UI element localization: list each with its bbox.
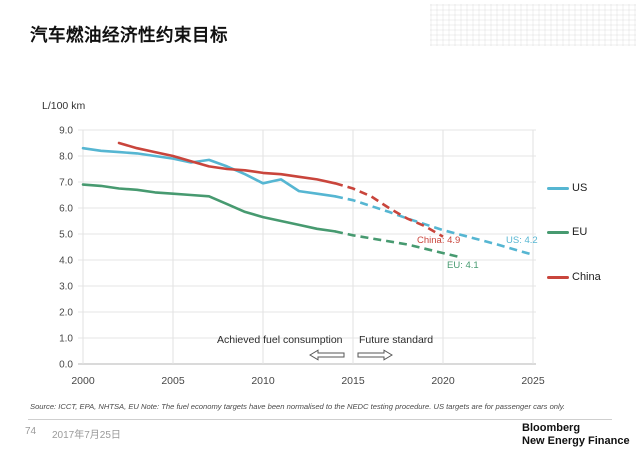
footer-divider: [28, 419, 612, 420]
china-end-value-label: China: 4.9: [417, 235, 461, 246]
svg-text:8.0: 8.0: [59, 152, 73, 163]
svg-text:2015: 2015: [341, 375, 365, 387]
brand-line2: New Energy Finance: [522, 435, 630, 447]
page-title: 汽车燃油经济性约束目标: [30, 25, 228, 45]
arrow-right-icon: [357, 349, 393, 361]
svg-text:4.0: 4.0: [59, 256, 73, 267]
legend-label-us: US: [572, 182, 588, 194]
legend-item-us: US: [547, 182, 587, 194]
svg-text:2025: 2025: [521, 375, 545, 387]
svg-text:5.0: 5.0: [59, 230, 73, 241]
future-annotation-label: Future standard: [359, 334, 434, 346]
eu-end-value-label: EU: 4.1: [447, 260, 479, 271]
svg-text:7.0: 7.0: [59, 178, 73, 189]
svg-text:9.0: 9.0: [59, 126, 73, 137]
china-line-swatch: [547, 275, 569, 279]
svg-text:2010: 2010: [251, 375, 275, 387]
eu-line-swatch: [547, 230, 569, 234]
us-end-value-label: US: 4.2: [506, 235, 538, 246]
y-axis-unit-label: L/100 km: [42, 100, 86, 112]
us-line-swatch: [547, 186, 569, 190]
svg-text:2020: 2020: [431, 375, 455, 387]
svg-text:0.0: 0.0: [59, 360, 73, 371]
brand-line1: Bloomberg: [522, 422, 581, 434]
achieved-annotation-label: Achieved fuel consumption: [217, 334, 343, 346]
arrow-left-icon: [309, 349, 345, 361]
svg-text:1.0: 1.0: [59, 334, 73, 345]
svg-text:2005: 2005: [161, 375, 185, 387]
page-number: 74: [25, 426, 37, 437]
legend-label-china: China: [572, 271, 601, 283]
legend-item-china: China: [547, 271, 601, 283]
watermark: [430, 4, 636, 46]
arrows-group: [309, 349, 393, 361]
svg-text:6.0: 6.0: [59, 204, 73, 215]
svg-text:2000: 2000: [71, 375, 95, 387]
source-note: Source: ICCT, EPA, NHTSA, EU Note: The f…: [30, 402, 566, 411]
legend-label-eu: EU: [572, 226, 588, 238]
brand-logo: Bloomberg New Energy Finance: [522, 422, 630, 448]
legend-item-eu: EU: [547, 226, 587, 238]
svg-text:2.0: 2.0: [59, 308, 73, 319]
svg-text:3.0: 3.0: [59, 282, 73, 293]
date-label: 2017年7月25日: [52, 430, 121, 441]
